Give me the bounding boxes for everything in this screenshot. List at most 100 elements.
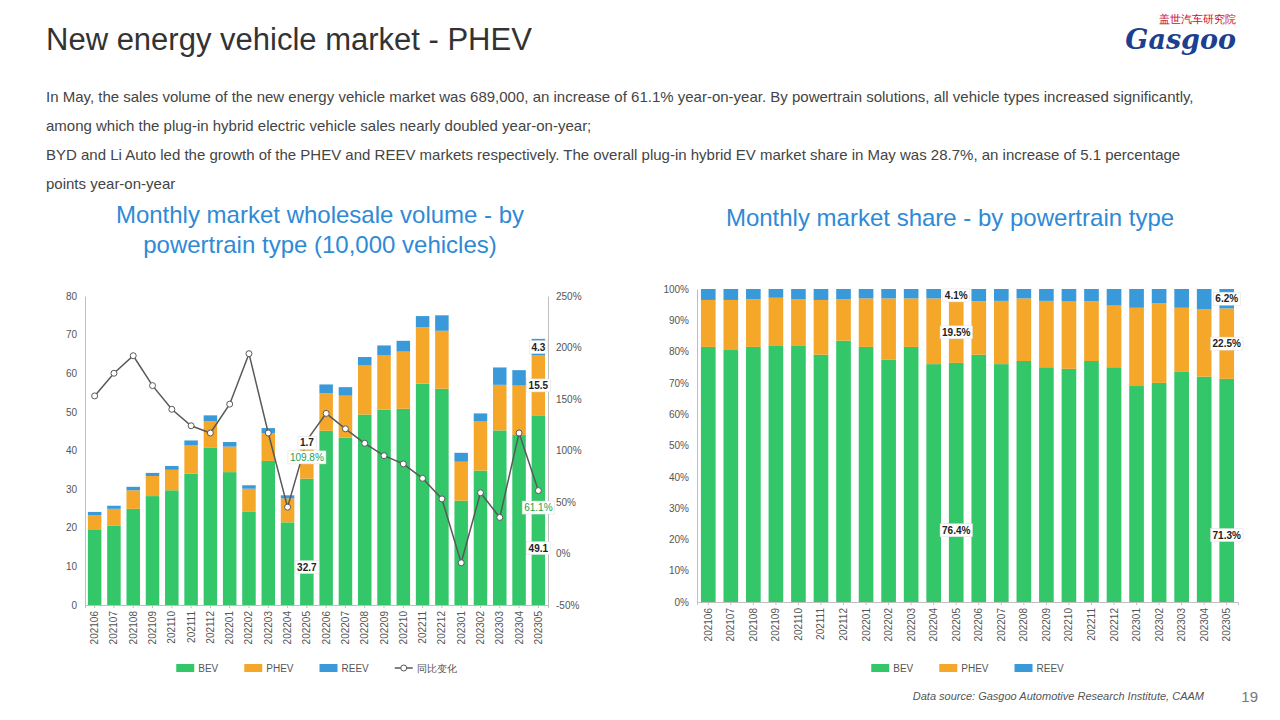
tick-label: 202202 <box>243 611 254 645</box>
tick-label: 202106 <box>89 611 100 645</box>
tick-label: 0% <box>556 548 571 559</box>
bar <box>1084 301 1099 361</box>
tick: 202302 <box>1154 602 1165 641</box>
bar <box>1129 289 1144 308</box>
bar <box>204 415 218 421</box>
bar <box>904 347 919 602</box>
slide: New energy vehicle market - PHEV In May, … <box>0 0 1280 720</box>
bar <box>107 506 121 509</box>
bar <box>474 422 488 471</box>
data-label-bg <box>940 524 972 537</box>
bar <box>769 298 784 346</box>
intro-text: In May, the sales volume of the new ener… <box>46 82 1221 198</box>
bar <box>126 487 140 490</box>
bar <box>512 386 526 435</box>
tick: 200% <box>548 342 582 353</box>
tick: 202204 <box>282 605 293 644</box>
page-title: New energy vehicle market - PHEV <box>46 22 532 58</box>
chart: 01020304050607080-50%0%50%100%150%200%25… <box>40 280 620 680</box>
plot-marks <box>701 289 1234 602</box>
line-marker <box>265 430 271 436</box>
bar <box>1062 302 1077 369</box>
bar <box>416 316 430 327</box>
bar <box>358 357 372 365</box>
tick: 10% <box>669 565 697 576</box>
tick-mark <box>820 602 821 605</box>
tick: 202208 <box>359 605 370 644</box>
bar <box>223 442 237 447</box>
data-label-box: 76.4% <box>940 524 972 537</box>
tick: 202202 <box>243 605 254 644</box>
data-label: 19.5% <box>942 327 970 338</box>
bar <box>1107 306 1122 368</box>
data-label-bg <box>1211 337 1243 350</box>
bar <box>512 435 526 605</box>
tick-label: 202303 <box>1176 608 1187 642</box>
bar <box>1174 308 1189 372</box>
tick: 202204 <box>928 602 939 641</box>
tick-label: 202301 <box>456 611 467 645</box>
line-marker <box>497 514 503 520</box>
tick-mark <box>1046 602 1047 605</box>
bar <box>859 347 874 602</box>
tick-label: 202109 <box>770 608 781 642</box>
tick-mark <box>911 602 912 605</box>
tick-label: 202111 <box>186 611 197 643</box>
data-labels: 32.749.115.51.74.3109.8%61.1% <box>288 341 555 574</box>
legend-item: PHEV <box>244 663 294 674</box>
tick: 40% <box>669 472 697 483</box>
tick: 20% <box>669 534 697 545</box>
tick: 80 <box>66 291 85 302</box>
bar <box>454 453 468 462</box>
tick-label: 202207 <box>340 611 351 645</box>
bar <box>1062 369 1077 602</box>
data-label-bg <box>522 501 554 514</box>
bar <box>397 341 411 352</box>
data-label-bg <box>295 561 319 574</box>
tick-label: 50% <box>556 497 576 508</box>
bar <box>814 289 829 300</box>
tick-label: 10 <box>66 561 78 572</box>
bar <box>746 347 761 602</box>
tick-label: 202107 <box>725 608 736 642</box>
tick: 202203 <box>263 605 274 644</box>
tick: 202205 <box>301 605 312 644</box>
tick-label: 202206 <box>973 608 984 642</box>
data-label-box: 6.2% <box>1213 292 1240 305</box>
tick-label: 202305 <box>1221 608 1232 642</box>
tick-mark <box>441 605 442 608</box>
tick: 202205 <box>951 602 962 641</box>
tick-label: 202203 <box>906 608 917 642</box>
data-label-box: 4.3 <box>529 341 547 354</box>
tick: 202111 <box>186 605 197 643</box>
bar <box>836 341 851 602</box>
tick-label: 202301 <box>1131 608 1142 642</box>
source-note: Data source: Gasgoo Automotive Research … <box>913 690 1204 702</box>
line-marker <box>400 461 406 467</box>
bar <box>746 289 761 299</box>
tick: 202211 <box>1086 602 1097 641</box>
tick-mark <box>798 602 799 605</box>
bar <box>262 433 276 461</box>
tick: 20 <box>66 522 85 533</box>
tick: 202106 <box>703 602 714 641</box>
tick-label: 40 <box>66 445 78 456</box>
tick-mark <box>843 602 844 605</box>
tick-label: 30 <box>66 484 78 495</box>
x-axis: 2021062021072021082021092021102021112021… <box>86 605 549 644</box>
data-label: 22.5% <box>1213 338 1241 349</box>
bar <box>358 366 372 415</box>
legend-label: REEV <box>342 663 370 674</box>
bar <box>1107 367 1122 602</box>
bar <box>1017 361 1032 602</box>
legend-item: REEV <box>320 663 370 674</box>
bar <box>791 289 806 299</box>
bar <box>107 509 121 526</box>
data-label-box: 4.1% <box>943 289 970 302</box>
tick-mark <box>345 605 346 608</box>
tick-label: 202202 <box>883 608 894 642</box>
tick-label: 150% <box>556 394 582 405</box>
tick-label: 202208 <box>1018 608 1029 642</box>
bar <box>262 461 276 605</box>
bar <box>1062 289 1077 302</box>
